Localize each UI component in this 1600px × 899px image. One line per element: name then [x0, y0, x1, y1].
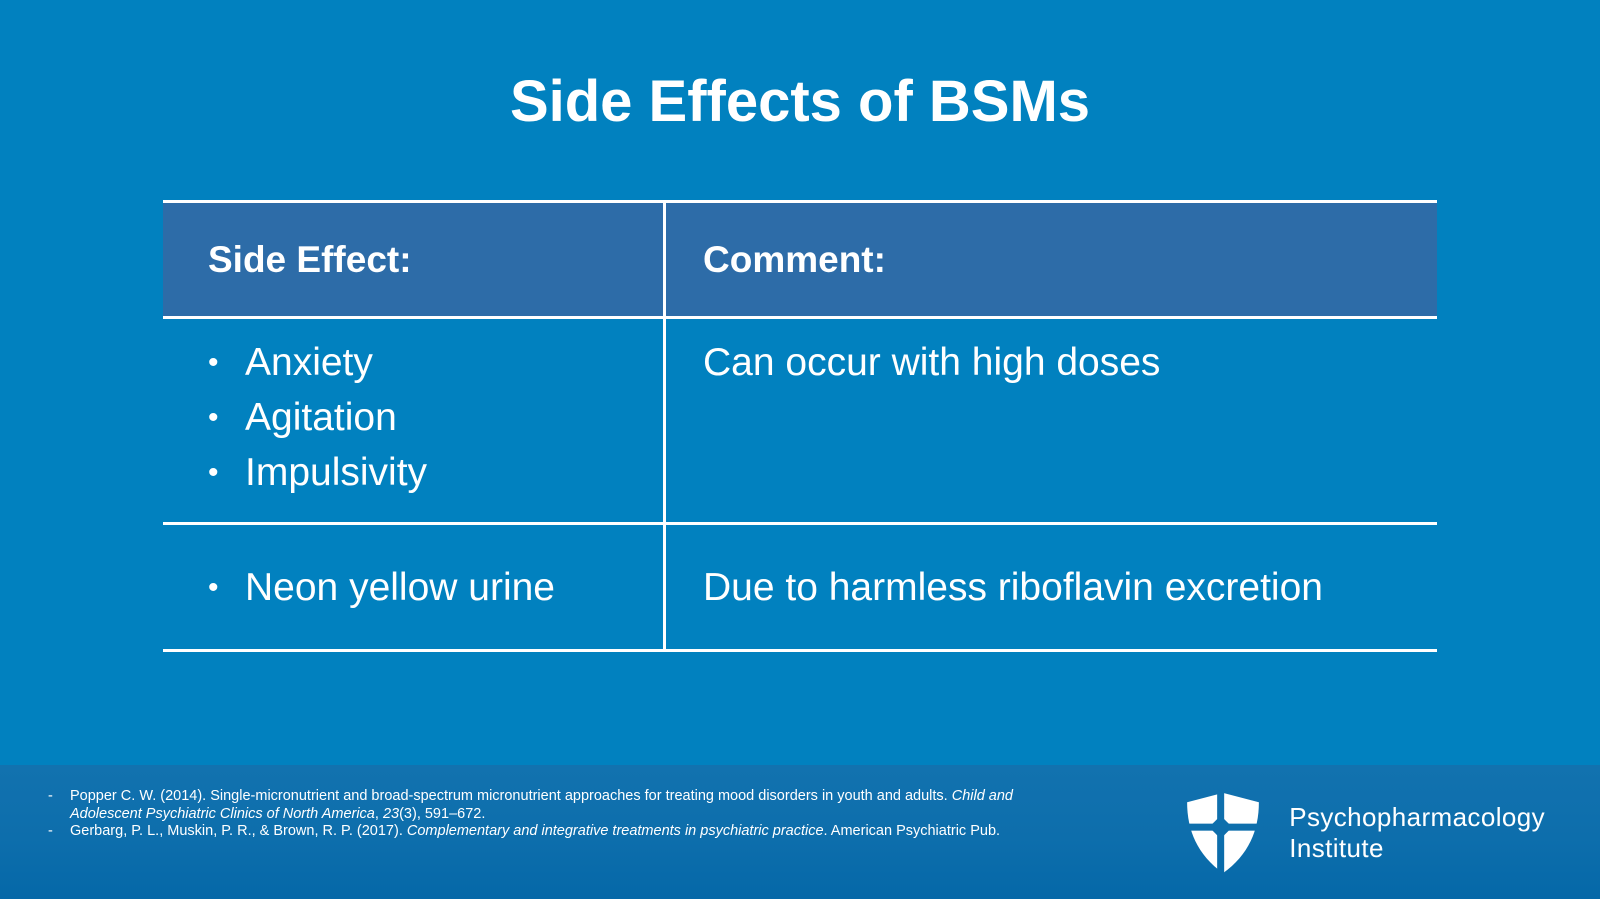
comment-cell: Due to harmless riboflavin excretion	[663, 560, 1437, 615]
footer-band: - Popper C. W. (2014). Single-micronutrie…	[0, 765, 1600, 899]
comment-text: Due to harmless riboflavin excretion	[703, 565, 1323, 609]
side-effect-label: Neon yellow urine	[245, 565, 556, 609]
side-effect-label: Anxiety	[245, 341, 373, 384]
side-effect-item: • Anxiety	[208, 335, 663, 390]
reference-item: - Gerbarg, P. L., Muskin, P. R., & Brown,…	[48, 823, 1063, 841]
reference-text: Popper C. W. (2014). Single-micronutrien…	[70, 788, 1013, 822]
side-effects-table: Side Effect: Comment: • Anxiety • Agitation…	[163, 200, 1437, 652]
side-effect-item: • Impulsivity	[208, 445, 663, 500]
side-effect-cell: • Neon yellow urine	[163, 560, 663, 615]
side-effect-item: • Neon yellow urine	[208, 560, 663, 615]
shield-cross-icon	[1187, 792, 1260, 874]
table-row: • Anxiety • Agitation • Impulsivity Can occur …	[163, 319, 1437, 525]
reference-dash-marker: -	[48, 788, 53, 804]
side-effect-cell: • Anxiety • Agitation • Impulsivity	[163, 319, 663, 522]
reference-text: Gerbarg, P. L., Muskin, P. R., & Brown, …	[70, 823, 1001, 839]
column-divider	[663, 203, 666, 652]
column-header-comment: Comment:	[703, 238, 886, 280]
reference-item: - Popper C. W. (2014). Single-micronutrie…	[48, 788, 1063, 823]
side-effect-item: • Agitation	[208, 390, 663, 445]
brand-name: Psychopharmacology Institute	[1289, 802, 1545, 864]
bullet-icon: •	[208, 456, 219, 489]
brand-name-line1: Psychopharmacology	[1289, 802, 1545, 832]
column-header-side-effect: Side Effect:	[208, 238, 412, 280]
brand-name-line2: Institute	[1289, 833, 1384, 863]
slide-title: Side Effects of BSMs	[509, 69, 1091, 134]
side-effect-label: Agitation	[245, 396, 397, 439]
bullet-icon: •	[208, 346, 219, 379]
table-row: • Neon yellow urine Due to harmless ribofl…	[163, 525, 1437, 652]
reference-list: - Popper C. W. (2014). Single-micronutrie…	[48, 788, 1063, 841]
bullet-icon: •	[208, 570, 219, 604]
table-body: • Anxiety • Agitation • Impulsivity Can occur …	[163, 319, 1437, 652]
comment-cell: Can occur with high doses	[663, 319, 1437, 522]
side-effect-label: Impulsivity	[245, 451, 428, 494]
reference-dash-marker: -	[48, 823, 53, 839]
brand-block: Psychopharmacology Institute	[1184, 791, 1545, 875]
bullet-icon: •	[208, 401, 219, 434]
comment-text: Can occur with high doses	[703, 341, 1161, 384]
table-header-row: Side Effect: Comment:	[163, 203, 1437, 319]
